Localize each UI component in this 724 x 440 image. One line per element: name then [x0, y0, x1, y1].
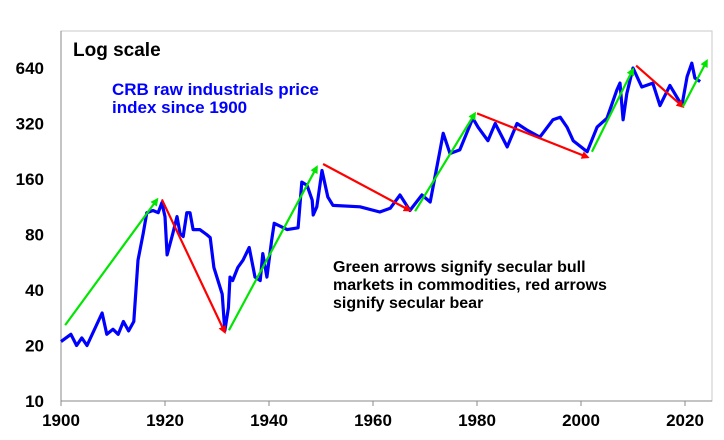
- x-tick-label: 2000: [562, 411, 600, 430]
- x-tick-label: 1940: [250, 411, 288, 430]
- bull-market-arrow: [64, 197, 159, 326]
- x-tick-label: 1960: [354, 411, 392, 430]
- bull-market-arrow: [227, 165, 318, 331]
- bull-market-arrow: [590, 67, 634, 153]
- y-tick-label: 10: [25, 392, 44, 411]
- y-tick-label: 40: [25, 281, 44, 300]
- chart-title: Log scale: [73, 40, 161, 61]
- x-tick-label: 1980: [458, 411, 496, 430]
- bull-market-arrow: [414, 111, 476, 212]
- y-tick-label: 320: [16, 115, 44, 134]
- y-tick-label: 80: [25, 226, 44, 245]
- y-tick-label: 20: [25, 337, 44, 356]
- y-tick-label: 640: [16, 59, 44, 78]
- annotation-note: Green arrows signify secular bull market…: [333, 259, 607, 312]
- y-tick-label: 160: [16, 170, 44, 189]
- bull-market-arrow: [681, 59, 708, 108]
- x-tick-label: 1900: [42, 411, 80, 430]
- series-line-crb-index: [60, 61, 702, 348]
- series-label: CRB raw industrials price index since 19…: [112, 80, 319, 117]
- x-tick-label: 1920: [146, 411, 184, 430]
- bear-market-arrow: [160, 198, 226, 335]
- x-tick-label: 2020: [666, 411, 704, 430]
- bear-market-arrow: [635, 64, 685, 108]
- bear-market-arrow: [322, 163, 412, 212]
- bear-market-arrow: [476, 112, 590, 159]
